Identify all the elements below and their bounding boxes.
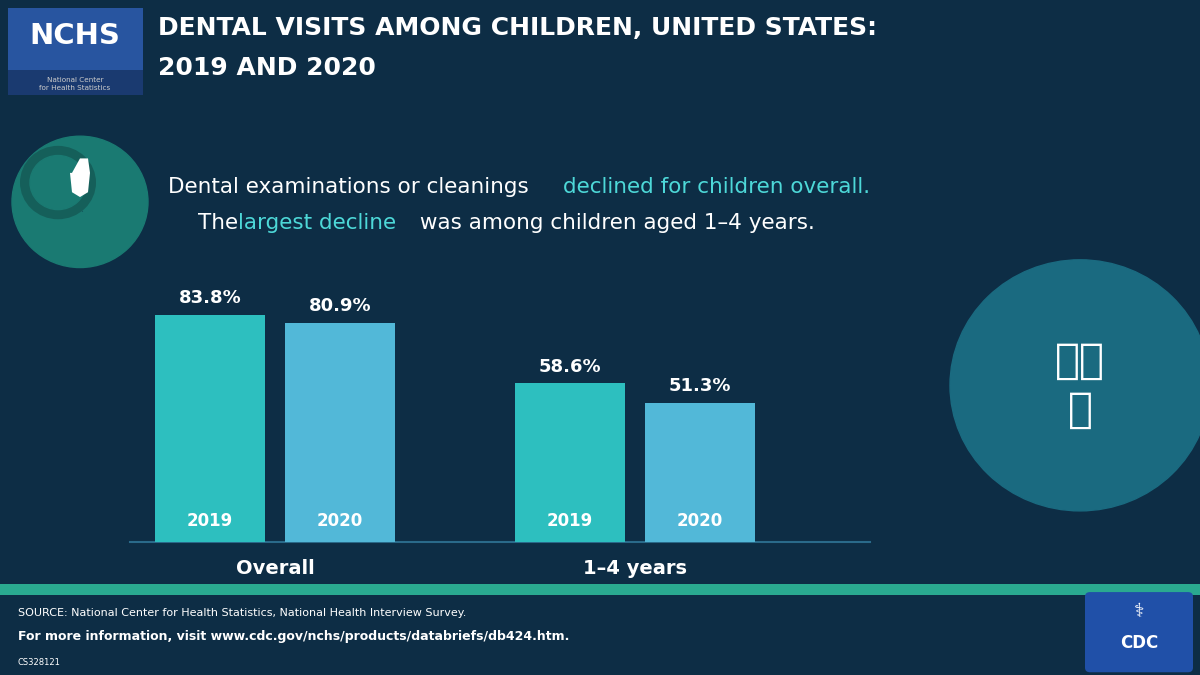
Text: 80.9%: 80.9% <box>308 297 371 315</box>
Text: 2019: 2019 <box>187 512 233 530</box>
Text: CS328121: CS328121 <box>18 657 61 667</box>
Text: 2020: 2020 <box>317 512 364 530</box>
Circle shape <box>12 136 148 267</box>
Text: declined for children overall.: declined for children overall. <box>563 178 870 197</box>
Text: 👦👧
👦: 👦👧 👦 <box>1055 340 1105 431</box>
FancyBboxPatch shape <box>286 323 395 542</box>
Text: DENTAL VISITS AMONG CHILDREN, UNITED STATES:: DENTAL VISITS AMONG CHILDREN, UNITED STA… <box>158 16 877 40</box>
Text: NCHS: NCHS <box>30 22 120 50</box>
FancyBboxPatch shape <box>8 8 143 70</box>
Text: The: The <box>198 213 245 233</box>
Text: 83.8%: 83.8% <box>179 290 241 308</box>
FancyBboxPatch shape <box>155 315 265 542</box>
Text: For more information, visit www.cdc.gov/nchs/products/databriefs/db424.htm.: For more information, visit www.cdc.gov/… <box>18 630 569 643</box>
Circle shape <box>30 155 86 210</box>
FancyBboxPatch shape <box>646 403 755 542</box>
FancyBboxPatch shape <box>8 70 143 95</box>
Text: 1–4 years: 1–4 years <box>583 559 686 578</box>
Text: National Center
for Health Statistics: National Center for Health Statistics <box>40 77 110 91</box>
Text: Dental examinations or cleanings: Dental examinations or cleanings <box>168 178 535 197</box>
FancyBboxPatch shape <box>0 584 1200 595</box>
Text: 58.6%: 58.6% <box>539 358 601 375</box>
Text: ⚕: ⚕ <box>1134 601 1145 621</box>
FancyBboxPatch shape <box>515 383 625 542</box>
Circle shape <box>950 260 1200 511</box>
Text: 2019: 2019 <box>547 512 593 530</box>
Text: CDC: CDC <box>1120 634 1158 652</box>
FancyBboxPatch shape <box>1085 592 1193 672</box>
Text: 2019 AND 2020: 2019 AND 2020 <box>158 56 376 80</box>
Text: SOURCE: National Center for Health Statistics, National Health Interview Survey.: SOURCE: National Center for Health Stati… <box>18 608 467 618</box>
Text: 51.3%: 51.3% <box>668 377 731 396</box>
Text: 2020: 2020 <box>677 512 724 530</box>
Polygon shape <box>70 159 90 197</box>
Circle shape <box>20 146 96 219</box>
Text: largest decline: largest decline <box>238 213 396 233</box>
Text: was among children aged 1–4 years.: was among children aged 1–4 years. <box>413 213 815 233</box>
Text: Overall: Overall <box>235 559 314 578</box>
